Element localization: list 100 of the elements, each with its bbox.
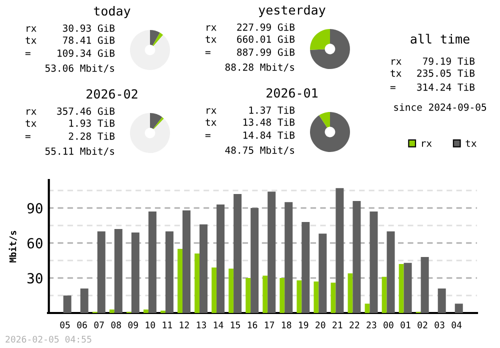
text: 227.99 GiB	[237, 23, 295, 31]
bar	[296, 280, 302, 313]
x-tick-label: 06	[77, 322, 87, 328]
donut-slice	[310, 112, 350, 152]
text: 357.46 GiB	[57, 107, 115, 115]
x-tick-label: 09	[128, 322, 138, 328]
chart-title: yesterday	[258, 4, 326, 18]
bar	[212, 268, 217, 313]
x-tick-label: 22	[350, 322, 360, 328]
bar	[318, 234, 327, 313]
bar	[330, 282, 336, 313]
text: rx	[392, 59, 402, 65]
x-tick-label: 14	[214, 322, 224, 328]
chart-title: today	[94, 6, 130, 18]
bar	[109, 310, 114, 313]
x-tick-label: 13	[196, 322, 206, 328]
text: 53.06 Mbit/s	[45, 64, 114, 73]
text: rx	[206, 108, 216, 114]
y-tick-label: 30	[28, 273, 42, 284]
bar	[97, 231, 106, 313]
legend-label: rx	[422, 141, 432, 147]
x-tick-label: 12	[180, 322, 189, 328]
text: tx	[26, 120, 36, 127]
text: 13.48 TiB	[243, 118, 295, 126]
x-tick-label: 21	[332, 322, 342, 328]
bar	[178, 248, 182, 313]
y-axis-title: Mbit/s	[8, 230, 17, 262]
text: rx	[26, 109, 36, 115]
text: =	[390, 86, 396, 90]
bar	[262, 276, 268, 313]
bar	[63, 296, 72, 313]
donut-slice	[319, 112, 330, 128]
bar	[438, 288, 446, 313]
text: 2026-02-05 04:55	[6, 336, 92, 343]
bar	[216, 204, 225, 313]
bar	[364, 304, 370, 313]
bar	[165, 231, 174, 313]
bar	[246, 278, 251, 313]
x-tick-label: 10	[146, 322, 155, 328]
text: 887.99 GiB	[237, 48, 295, 56]
bar	[268, 192, 276, 313]
text: rx	[206, 25, 216, 31]
donut-slice	[152, 32, 164, 46]
x-tick-label: 15	[230, 322, 240, 328]
x-tick-label: 11	[162, 322, 172, 328]
bar	[370, 212, 378, 313]
bar	[80, 288, 88, 313]
text: tx	[26, 36, 36, 44]
text: 1.37 TiB	[249, 106, 295, 114]
text: 78.41 GiB	[62, 36, 115, 44]
y-tick-label: 90	[27, 203, 42, 214]
bar	[302, 222, 310, 313]
text: 79.19 TiB	[422, 57, 475, 65]
bar	[234, 194, 242, 313]
x-tick-label: 16	[248, 322, 258, 328]
bar	[280, 278, 285, 313]
donut-slice	[310, 29, 350, 69]
bar	[182, 210, 190, 313]
bar	[194, 254, 200, 313]
x-tick-label: 19	[299, 322, 308, 328]
bar	[131, 232, 140, 313]
bar	[148, 212, 156, 313]
text: 88.28 Mbit/s	[225, 63, 294, 72]
bar	[386, 231, 395, 313]
bar	[382, 276, 387, 313]
text: 109.34 GiB	[58, 49, 115, 57]
text: all time	[410, 34, 470, 44]
chart-title: 2026-01	[266, 88, 318, 98]
bar	[228, 268, 234, 313]
x-tick-label: 01	[400, 322, 410, 328]
text: 30.93 GiB	[62, 24, 115, 32]
text: rx	[26, 26, 36, 32]
text: 660.01 GiB	[237, 35, 295, 43]
text: 55.11 Mbit/s	[45, 147, 114, 156]
donut-slice	[310, 29, 330, 50]
donut-slice	[130, 30, 170, 70]
x-tick-label: 02	[418, 322, 428, 328]
bar	[336, 188, 344, 313]
text: 14.84 TiB	[243, 131, 295, 139]
text: 2.28 TiB	[68, 132, 115, 140]
x-tick-label: 08	[111, 322, 121, 328]
x-tick-label: 07	[94, 322, 104, 328]
x-tick-label: 17	[264, 322, 274, 328]
bar	[352, 201, 361, 313]
x-tick-label: 00	[384, 322, 394, 328]
bar	[314, 282, 319, 313]
text: =	[205, 134, 210, 138]
bar	[404, 262, 412, 313]
text: =	[25, 135, 30, 138]
bar	[144, 310, 148, 313]
bar	[454, 304, 463, 313]
text: 1.93 TiB	[69, 119, 115, 127]
bar	[200, 224, 208, 313]
x-tick-label: 18	[282, 322, 292, 328]
bar	[420, 257, 429, 313]
chart-title: 2026-02	[86, 89, 138, 99]
x-tick-label: 23	[366, 322, 376, 328]
donut-slice	[130, 113, 170, 153]
text: 314.24 TiB	[417, 83, 475, 91]
bar	[398, 264, 404, 313]
